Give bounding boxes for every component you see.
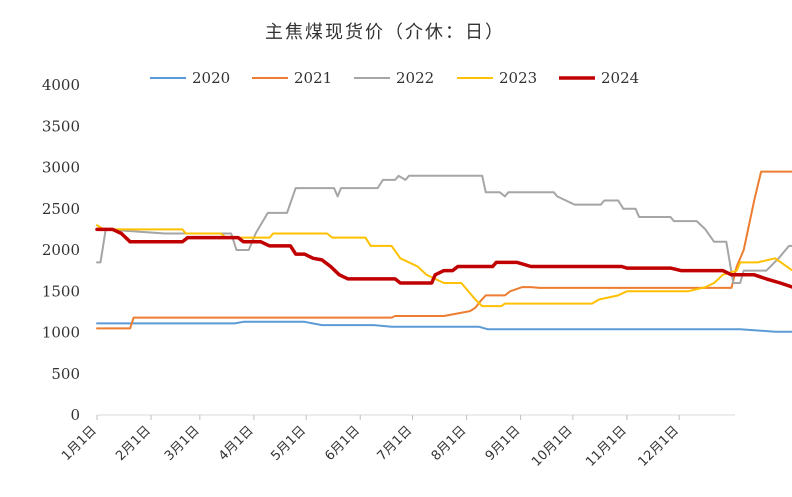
series-line-2024 [95,227,792,289]
y-tick-label: 1500 [42,282,80,300]
x-tick-label: 1月1日 [59,423,100,464]
x-tick-label: 10月1日 [529,423,576,470]
x-tick-label: 5月1日 [268,423,309,464]
legend-label-2024: 2024 [601,69,639,87]
legend-label-2022: 2022 [396,69,434,87]
x-tick-label: 2月1日 [113,423,154,464]
legend: 2020 2021 2022 2023 2024 [150,69,639,87]
y-tick-label: 3500 [42,117,80,135]
series-line-2022 [96,174,792,284]
legend-label-2023: 2023 [499,69,537,87]
chart-title: 主焦煤现货价（介休：日） [265,22,505,43]
y-tick-label: 500 [51,365,80,383]
plot-area [95,170,792,333]
y-tick-label: 1000 [42,324,80,342]
x-tick-label: 3月1日 [162,423,203,464]
x-tick-label: 7月1日 [375,423,416,464]
y-tick-label: 2000 [42,241,80,259]
series-line-2023 [96,224,792,308]
x-axis: 1月1日 2月1日 3月1日 4月1日 5月1日 6月1日 7月1日 8月1日 9月1日 10月1… [59,414,735,470]
y-tick-label: 2500 [42,200,80,218]
y-axis: 0 500 1000 1500 2000 2500 3000 3500 4000 [42,76,80,424]
x-tick-label: 8月1日 [429,423,470,464]
x-tick-label: 4月1日 [216,423,257,464]
y-tick-label: 0 [70,406,80,424]
legend-label-2020: 2020 [192,69,230,87]
series-line-2021 [96,170,792,330]
legend-label-2021: 2021 [294,69,332,87]
x-tick-label: 6月1日 [322,423,363,464]
x-tick-label: 9月1日 [483,423,524,464]
x-tick-label: 11月1日 [583,423,630,470]
y-tick-label: 3000 [42,159,80,177]
y-tick-label: 4000 [42,76,80,94]
series-line-2020 [96,320,792,333]
x-tick-label: 12月1日 [635,423,682,470]
